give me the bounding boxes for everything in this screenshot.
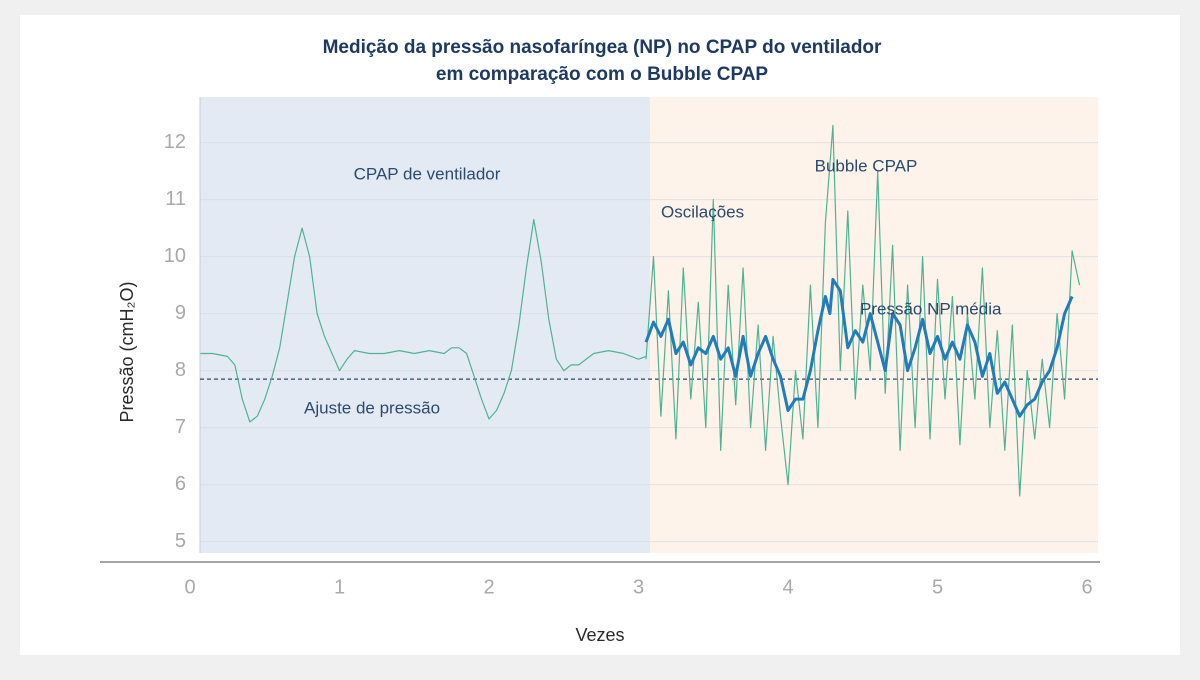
y-tick-label: 10 [164,245,186,267]
y-tick-label: 9 [175,302,186,324]
ventilator-region [200,97,650,553]
chart-title: Medição da pressão nasofaríngea (NP) no … [323,37,882,58]
annotation: Oscilações [661,202,744,221]
y-tick-label: 7 [175,416,186,438]
x-tick-label: 0 [184,576,195,598]
series-line [644,277,1074,418]
y-tick-label: 12 [164,131,186,153]
y-tick-label: 8 [175,359,186,381]
x-tick-label: 1 [334,576,345,598]
x-tick-label: 2 [483,576,494,598]
annotation: Ajuste de pressão [304,398,440,417]
series-line [645,124,1081,497]
x-tick-label: 4 [782,576,793,598]
x-tick-label: 6 [1081,576,1092,598]
y-tick-label: 5 [175,530,186,552]
series-line [200,218,647,423]
annotation: Bubble CPAP [815,156,918,175]
y-axis-label: Pressão (cmH₂O) [117,281,137,422]
chart-title: em comparação com o Bubble CPAP [436,64,769,85]
x-axis-label: Vezes [575,625,624,645]
annotation: Pressão NP média [860,299,1002,318]
x-tick-label: 3 [633,576,644,598]
y-tick-label: 11 [165,188,186,210]
y-tick-label: 6 [175,473,186,495]
x-tick-label: 5 [932,576,943,598]
annotation: CPAP de ventilador [354,164,501,183]
